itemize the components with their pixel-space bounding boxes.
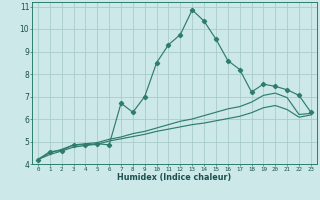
X-axis label: Humidex (Indice chaleur): Humidex (Indice chaleur) [117,173,232,182]
